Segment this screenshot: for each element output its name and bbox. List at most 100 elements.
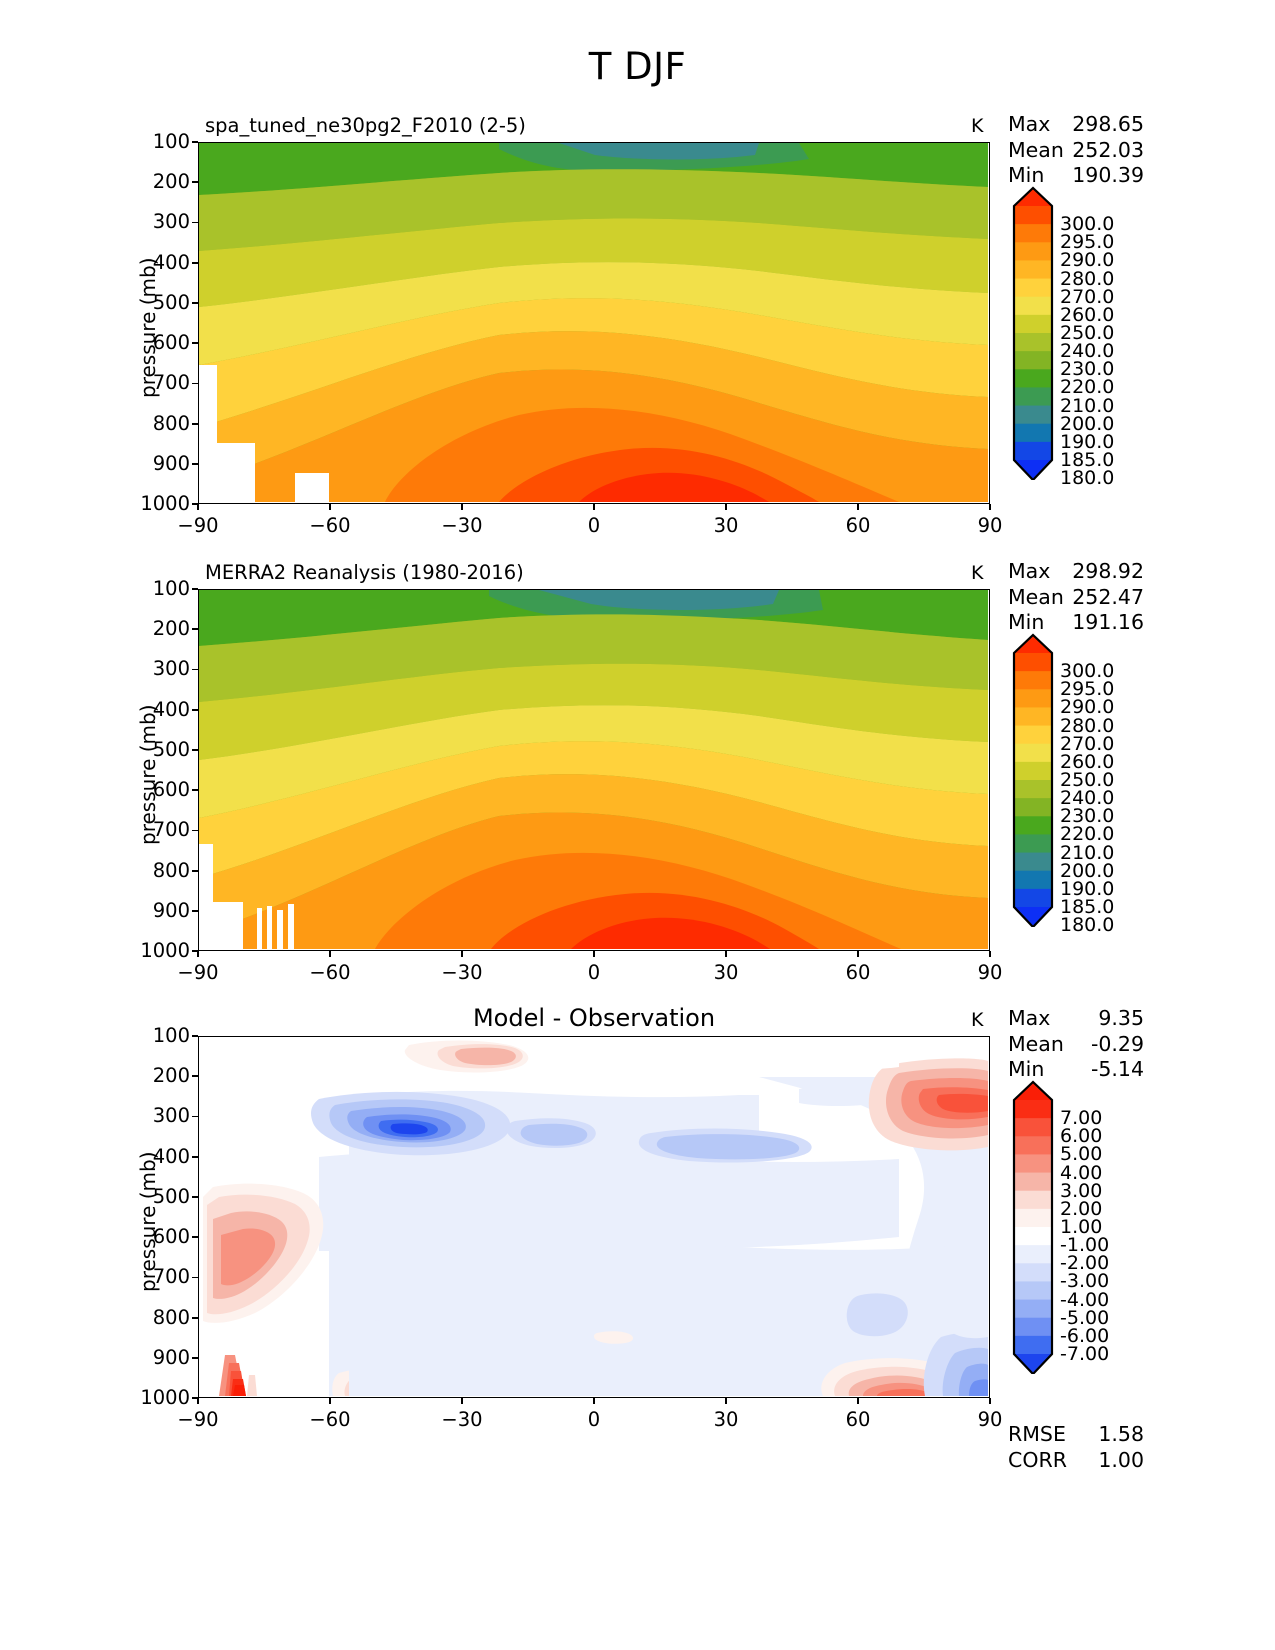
y-axis-tick-mark: [192, 1115, 198, 1118]
colorbar-tick-label: 200.0: [1060, 859, 1115, 882]
colorbar-tick-label: 180.0: [1060, 467, 1115, 490]
y-axis-tick-mark: [192, 708, 198, 711]
colorbar-tick-label: 220.0: [1060, 823, 1115, 846]
y-axis-tick-mark: [192, 342, 198, 345]
y-axis-tick-label: 300: [152, 657, 190, 681]
x-axis-tick-mark: [461, 504, 463, 510]
stat-row: Max 298.65: [1008, 112, 1144, 136]
colorbar-tick-label: 230.0: [1060, 805, 1115, 828]
colorbar-tick-label: 210.0: [1060, 394, 1115, 417]
x-axis-tick-label: −90: [177, 961, 219, 984]
colorbar-tick-label: 5.00: [1060, 1143, 1103, 1166]
y-axis-tick-label: 700: [152, 818, 190, 842]
stat-row: Mean 252.03: [1008, 137, 1144, 162]
stat-row: Mean -0.29: [1008, 1031, 1144, 1056]
panel-observation-stats: Max 298.92 Mean 252.47 Min 191.16: [1008, 559, 1144, 636]
y-axis-tick-mark: [192, 1276, 198, 1279]
y-axis-tick-mark: [192, 221, 198, 224]
y-axis-tick-mark: [192, 1035, 198, 1037]
panel-observation-axes[interactable]: [198, 589, 990, 951]
panel-observation-title: MERRA2 Reanalysis (1980-2016): [205, 561, 524, 584]
x-axis-tick-mark: [593, 1398, 595, 1404]
y-axis-tick-mark: [192, 1356, 198, 1359]
stat-row: Min 191.16: [1008, 610, 1144, 634]
colorbar-tick-label: -7.00: [1060, 1343, 1110, 1365]
stat-row: Mean 252.47: [1008, 584, 1144, 609]
y-axis-tick-label: 500: [152, 290, 190, 314]
y-axis-tick-label: 300: [152, 210, 190, 234]
y-axis-tick-label: 400: [152, 697, 190, 721]
colorbar-tick-label: 180.0: [1060, 914, 1115, 937]
panel-model-axes[interactable]: [198, 142, 990, 504]
y-axis-tick-mark: [192, 503, 198, 505]
colorbar-tick-label: 240.0: [1060, 340, 1115, 363]
figure-title: T DJF: [588, 45, 687, 88]
colorbar-tick-label: 250.0: [1060, 769, 1115, 791]
panel-observation-colorbar-labels: 300.0 295.0 290.0 280.0 270.0 260.0 250.0 240.0…: [1060, 633, 1170, 935]
stat-row: Min 190.39: [1008, 163, 1144, 187]
x-axis-tick-label: −60: [309, 961, 351, 984]
x-axis-tick-label: −60: [309, 514, 351, 537]
y-axis-tick-mark: [192, 1316, 198, 1319]
colorbar-tick-label: 6.00: [1060, 1125, 1103, 1148]
stat-row: Max 9.35: [1008, 1006, 1144, 1030]
y-axis-tick-mark: [192, 749, 198, 751]
y-axis-tick-mark: [192, 1075, 198, 1078]
y-axis-tick-mark: [192, 588, 198, 590]
y-axis-tick-mark: [192, 789, 198, 792]
x-axis-tick-label: 60: [845, 1408, 871, 1431]
y-axis-tick-label: 1000: [140, 492, 190, 515]
colorbar-tick-label: 1.00: [1060, 1216, 1103, 1238]
x-axis-tick-label: −60: [309, 1408, 351, 1431]
y-axis-tick-mark: [192, 950, 198, 952]
y-axis-tick-label: 300: [152, 1104, 190, 1128]
y-axis-tick-mark: [192, 382, 198, 385]
colorbar-tick-label: 270.0: [1060, 285, 1115, 308]
colorbar-tick-label: -2.00: [1060, 1252, 1110, 1275]
x-axis-tick-label: 30: [713, 514, 739, 537]
x-axis-tick-label: 0: [587, 514, 601, 537]
colorbar-swatches-difference: [1012, 1080, 1054, 1374]
colorbar-swatches-model: [1012, 186, 1054, 480]
colorbar-tick-label: 200.0: [1060, 412, 1115, 435]
y-axis-tick-label: 600: [152, 778, 190, 802]
x-axis-tick-mark: [197, 951, 199, 957]
x-axis-tick-mark: [197, 1398, 199, 1404]
x-axis-tick-label: 60: [845, 514, 871, 537]
x-axis-tick-label: 30: [713, 961, 739, 984]
y-axis-tick-label: 400: [152, 250, 190, 274]
y-axis-tick-label: 500: [152, 737, 190, 761]
y-axis-tick-label: 900: [152, 1345, 190, 1369]
colorbar-tick-label: -5.00: [1060, 1306, 1110, 1329]
y-axis-tick-label: 700: [152, 1265, 190, 1289]
colorbar-tick-label: 2.00: [1060, 1197, 1103, 1220]
contour-plot-model: [199, 143, 988, 502]
x-axis-tick-mark: [989, 1398, 991, 1404]
colorbar-tick-label: -6.00: [1060, 1324, 1110, 1347]
x-axis-tick-mark: [461, 1398, 463, 1404]
colorbar-tick-label: 280.0: [1060, 714, 1115, 737]
colorbar-tick-label: 295.0: [1060, 231, 1115, 254]
y-axis-tick-mark: [192, 909, 198, 912]
y-axis-tick-mark: [192, 261, 198, 264]
panel-observation-units: K: [971, 562, 984, 584]
panel-model-colorbar[interactable]: [1010, 186, 1056, 480]
x-axis-tick-mark: [329, 951, 331, 957]
panel-difference-colorbar[interactable]: [1010, 1080, 1056, 1374]
x-axis-tick-mark: [593, 504, 595, 510]
panel-model-units: K: [971, 115, 984, 137]
y-axis-tick-mark: [192, 668, 198, 671]
y-axis-tick-mark: [192, 302, 198, 304]
y-axis-tick-label: 200: [152, 1064, 190, 1088]
x-axis-tick-label: −30: [441, 514, 483, 537]
panel-observation-colorbar[interactable]: [1010, 633, 1056, 927]
y-axis-tick-label: 800: [152, 858, 190, 882]
colorbar-tick-label: -4.00: [1060, 1288, 1110, 1311]
x-axis-tick-label: 90: [977, 1408, 1003, 1431]
colorbar-tick-label: 4.00: [1060, 1161, 1103, 1184]
panel-difference-axes[interactable]: [198, 1036, 990, 1398]
x-axis-tick-mark: [329, 1398, 331, 1404]
x-axis-tick-mark: [725, 1398, 727, 1404]
y-axis-tick-mark: [192, 869, 198, 872]
panel-difference-skill-scores: RMSE 1.58 CORR 1.00: [1008, 1422, 1144, 1473]
